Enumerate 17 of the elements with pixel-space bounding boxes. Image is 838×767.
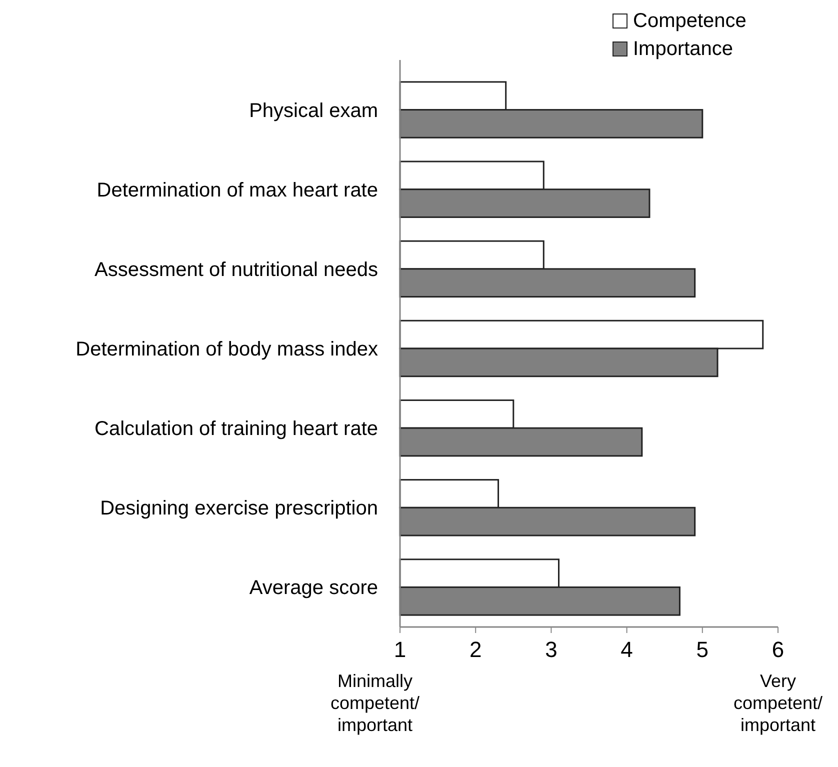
x-tick-label: 6	[772, 637, 784, 662]
x-tick-label: 2	[469, 637, 482, 662]
x-tick-label: 5	[696, 637, 709, 662]
y-tick-label: Average score	[249, 577, 378, 600]
y-tick-label: Designing exercise prescription	[100, 498, 378, 520]
y-tick-label: Determination of body mass index	[76, 338, 378, 360]
x-tick-label: 3	[545, 637, 558, 662]
y-tick-label: Determination of max heart rate	[96, 179, 378, 202]
y-tick-label: Assessment of nutritional needs	[94, 258, 378, 281]
y-tick-label: Physical exam	[249, 100, 378, 122]
text: Minimally competent/ important	[330, 671, 420, 735]
x-tick-label: 4	[620, 637, 633, 662]
legend-label: Importance	[633, 38, 734, 60]
y-tick-label: Calculation of training heart rate	[94, 418, 378, 440]
legend-label: Competence	[633, 10, 746, 32]
x-tick-label: 1	[394, 637, 406, 662]
text: Very competent/ important	[733, 671, 823, 735]
